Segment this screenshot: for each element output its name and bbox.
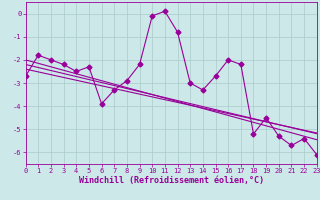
X-axis label: Windchill (Refroidissement éolien,°C): Windchill (Refroidissement éolien,°C) [79,176,264,185]
